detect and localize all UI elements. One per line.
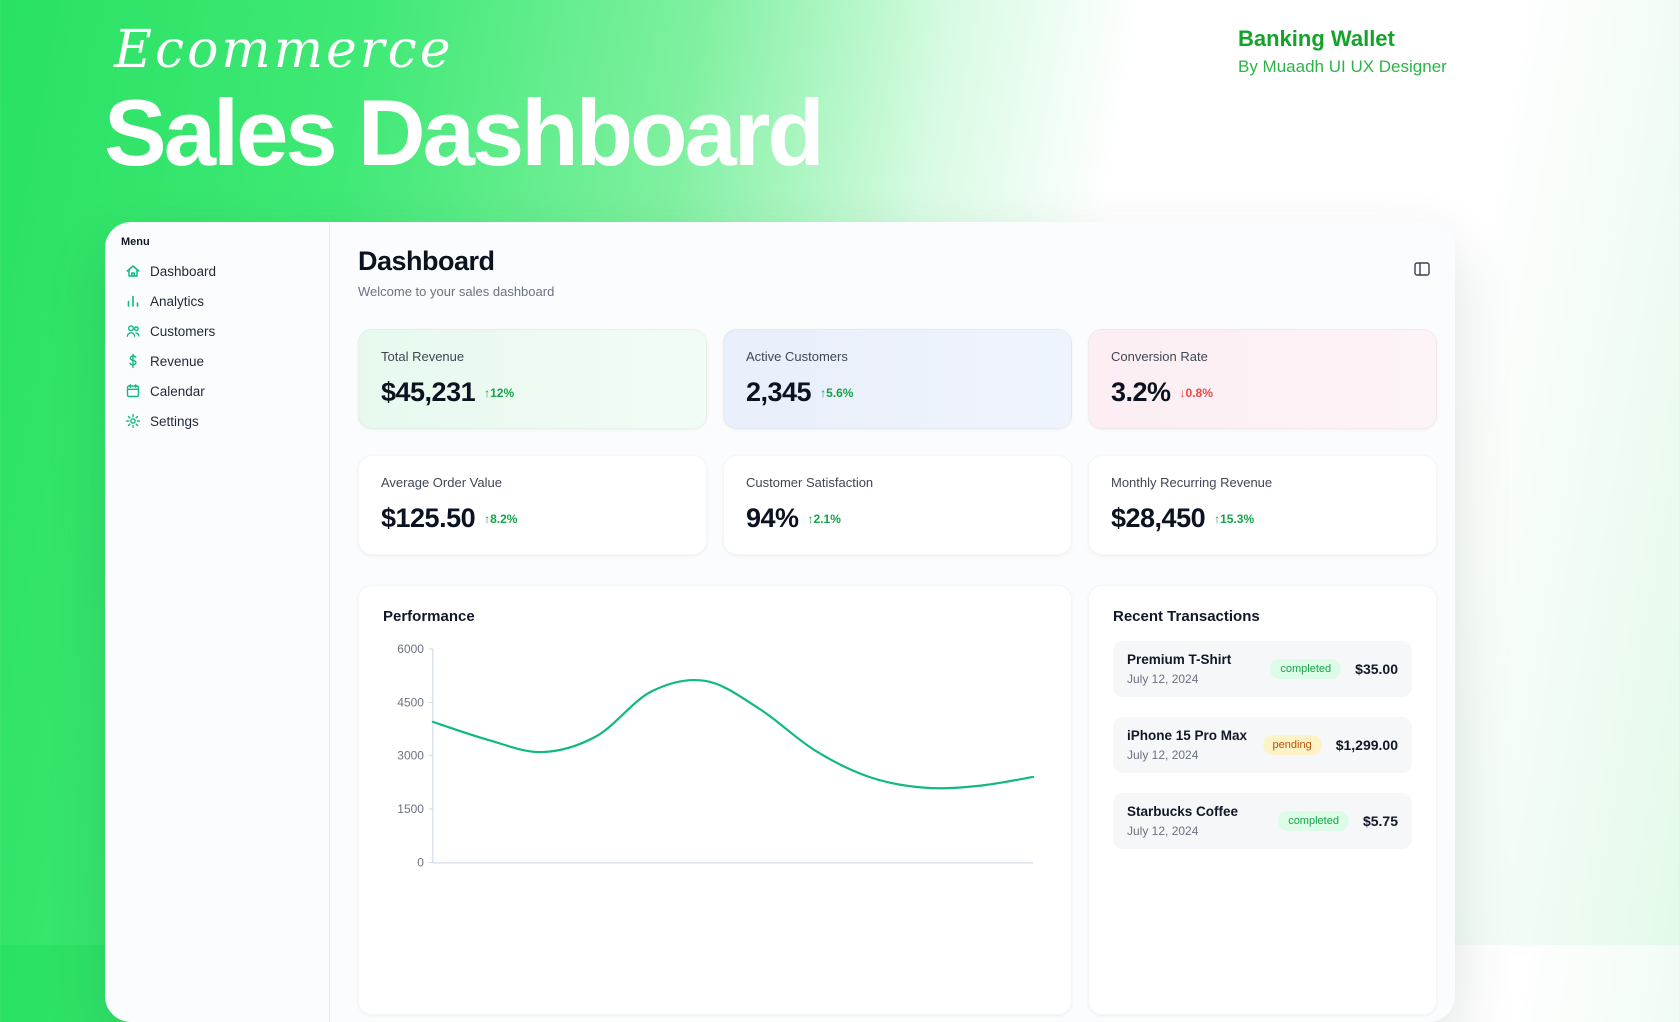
gear-icon (125, 413, 141, 429)
sidebar-item-calendar[interactable]: Calendar (119, 376, 319, 406)
performance-chart-wrap: 0 1500 3000 4500 6000 (383, 639, 1047, 890)
stat-delta: ↑12% (484, 385, 515, 400)
transaction-name: Premium T-Shirt (1127, 652, 1232, 667)
stat-card-customer-satisfaction: Customer Satisfaction 94% ↑2.1% (723, 455, 1072, 555)
stat-value: $125.50 (381, 503, 476, 533)
main-header-text: Dashboard Welcome to your sales dashboar… (358, 246, 554, 299)
stat-delta: ↑5.6% (820, 385, 854, 400)
sidebar-item-label: Settings (150, 413, 199, 429)
stat-label: Total Revenue (381, 349, 465, 364)
stat-delta: ↑8.2% (484, 511, 518, 526)
stat-card-active-customers: Active Customers 2,345 ↑5.6% (723, 329, 1072, 429)
stat-delta: ↓0.8% (1179, 385, 1213, 400)
sidebar-item-label: Analytics (150, 293, 205, 309)
brand-block: Banking Wallet By Muaadh UI UX Designer (1238, 26, 1447, 77)
transaction-date: July 12, 2024 (1127, 672, 1199, 686)
stat-value: $28,450 (1111, 503, 1206, 533)
transaction-date: July 12, 2024 (1127, 748, 1199, 762)
sidebar: Menu Dashboard Analytics Customers Reven… (105, 222, 330, 1022)
recent-transactions-panel: Recent Transactions Premium T-Shirt July… (1088, 585, 1437, 1015)
stats-grid: Total Revenue $45,231 ↑12% Active Custom… (358, 329, 1437, 555)
transaction-row[interactable]: Premium T-Shirt July 12, 2024 completed … (1113, 641, 1412, 697)
performance-panel: Performance 0 1500 3000 4500 6000 (358, 585, 1072, 1015)
stat-card-monthly-recurring-revenue: Monthly Recurring Revenue $28,450 ↑15.3% (1088, 455, 1437, 555)
main-header: Dashboard Welcome to your sales dashboar… (358, 246, 1437, 299)
stat-card-average-order-value: Average Order Value $125.50 ↑8.2% (358, 455, 707, 555)
sidebar-menu-label: Menu (121, 236, 150, 248)
transaction-row[interactable]: Starbucks Coffee July 12, 2024 completed… (1113, 793, 1412, 849)
bar-chart-icon (125, 293, 141, 309)
stat-value: 94% (746, 503, 799, 533)
svg-text:0: 0 (417, 855, 424, 869)
dashboard-app-card: Menu Dashboard Analytics Customers Reven… (105, 222, 1455, 1022)
svg-text:4500: 4500 (397, 695, 424, 709)
transaction-amount: $35.00 (1355, 661, 1398, 677)
bottom-row: Performance 0 1500 3000 4500 6000 Recent Tra… (358, 585, 1437, 1015)
users-icon (125, 323, 141, 339)
stat-card-total-revenue: Total Revenue $45,231 ↑12% (358, 329, 707, 429)
sidebar-item-label: Calendar (150, 383, 205, 399)
transaction-amount: $5.75 (1362, 813, 1398, 829)
transaction-name: iPhone 15 Pro Max (1127, 728, 1248, 743)
dollar-icon (125, 353, 141, 369)
transaction-status-badge: completed (1270, 659, 1342, 679)
stat-value: 2,345 (746, 377, 812, 407)
brand-name: Banking Wallet (1238, 26, 1395, 51)
sidebar-item-label: Revenue (150, 353, 205, 369)
recent-transactions-title: Recent Transactions (1113, 608, 1260, 625)
transaction-status-badge: pending (1262, 735, 1322, 755)
page-subtitle: Welcome to your sales dashboard (358, 284, 555, 299)
transaction-date: July 12, 2024 (1127, 824, 1199, 838)
panel-layout-icon (1413, 260, 1431, 278)
stat-value: 3.2% (1111, 377, 1171, 407)
svg-text:6000: 6000 (397, 642, 424, 656)
sidebar-item-label: Customers (150, 323, 216, 339)
stat-delta: ↑15.3% (1214, 511, 1255, 526)
toggle-panel-button[interactable] (1407, 254, 1437, 284)
svg-text:1500: 1500 (397, 802, 424, 816)
performance-title: Performance (383, 608, 475, 625)
main-content: Dashboard Welcome to your sales dashboar… (330, 222, 1455, 1022)
transaction-name: Starbucks Coffee (1127, 804, 1239, 819)
brand-byline: By Muaadh UI UX Designer (1238, 57, 1447, 76)
stat-label: Average Order Value (381, 475, 502, 490)
hero: Ecommerce Sales Dashboard (104, 20, 825, 185)
sidebar-item-label: Dashboard (150, 263, 217, 279)
sidebar-item-analytics[interactable]: Analytics (119, 286, 319, 316)
sidebar-item-dashboard[interactable]: Dashboard (119, 256, 319, 286)
hero-script-title: Ecommerce (114, 20, 454, 80)
home-icon (125, 263, 141, 279)
transaction-row[interactable]: iPhone 15 Pro Max July 12, 2024 pending … (1113, 717, 1412, 773)
stat-label: Customer Satisfaction (746, 475, 874, 490)
transaction-status-badge: completed (1278, 811, 1349, 831)
stat-label: Conversion Rate (1111, 349, 1208, 364)
svg-text:3000: 3000 (397, 749, 424, 763)
stat-label: Active Customers (746, 349, 848, 364)
sidebar-item-revenue[interactable]: Revenue (119, 346, 319, 376)
sidebar-item-settings[interactable]: Settings (119, 406, 319, 436)
page-main-title: Sales Dashboard (104, 80, 825, 185)
transaction-amount: $1,299.00 (1335, 737, 1398, 753)
transactions-list: Premium T-Shirt July 12, 2024 completed … (1113, 641, 1412, 849)
calendar-icon (125, 383, 141, 399)
stat-delta: ↑2.1% (807, 511, 841, 526)
performance-chart: 0 1500 3000 4500 6000 (397, 642, 1035, 869)
stat-label: Monthly Recurring Revenue (1111, 475, 1273, 490)
stat-value: $45,231 (381, 377, 476, 407)
page-title: Dashboard (358, 246, 495, 276)
sidebar-item-customers[interactable]: Customers (119, 316, 319, 346)
stat-card-conversion-rate: Conversion Rate 3.2% ↓0.8% (1088, 329, 1437, 429)
